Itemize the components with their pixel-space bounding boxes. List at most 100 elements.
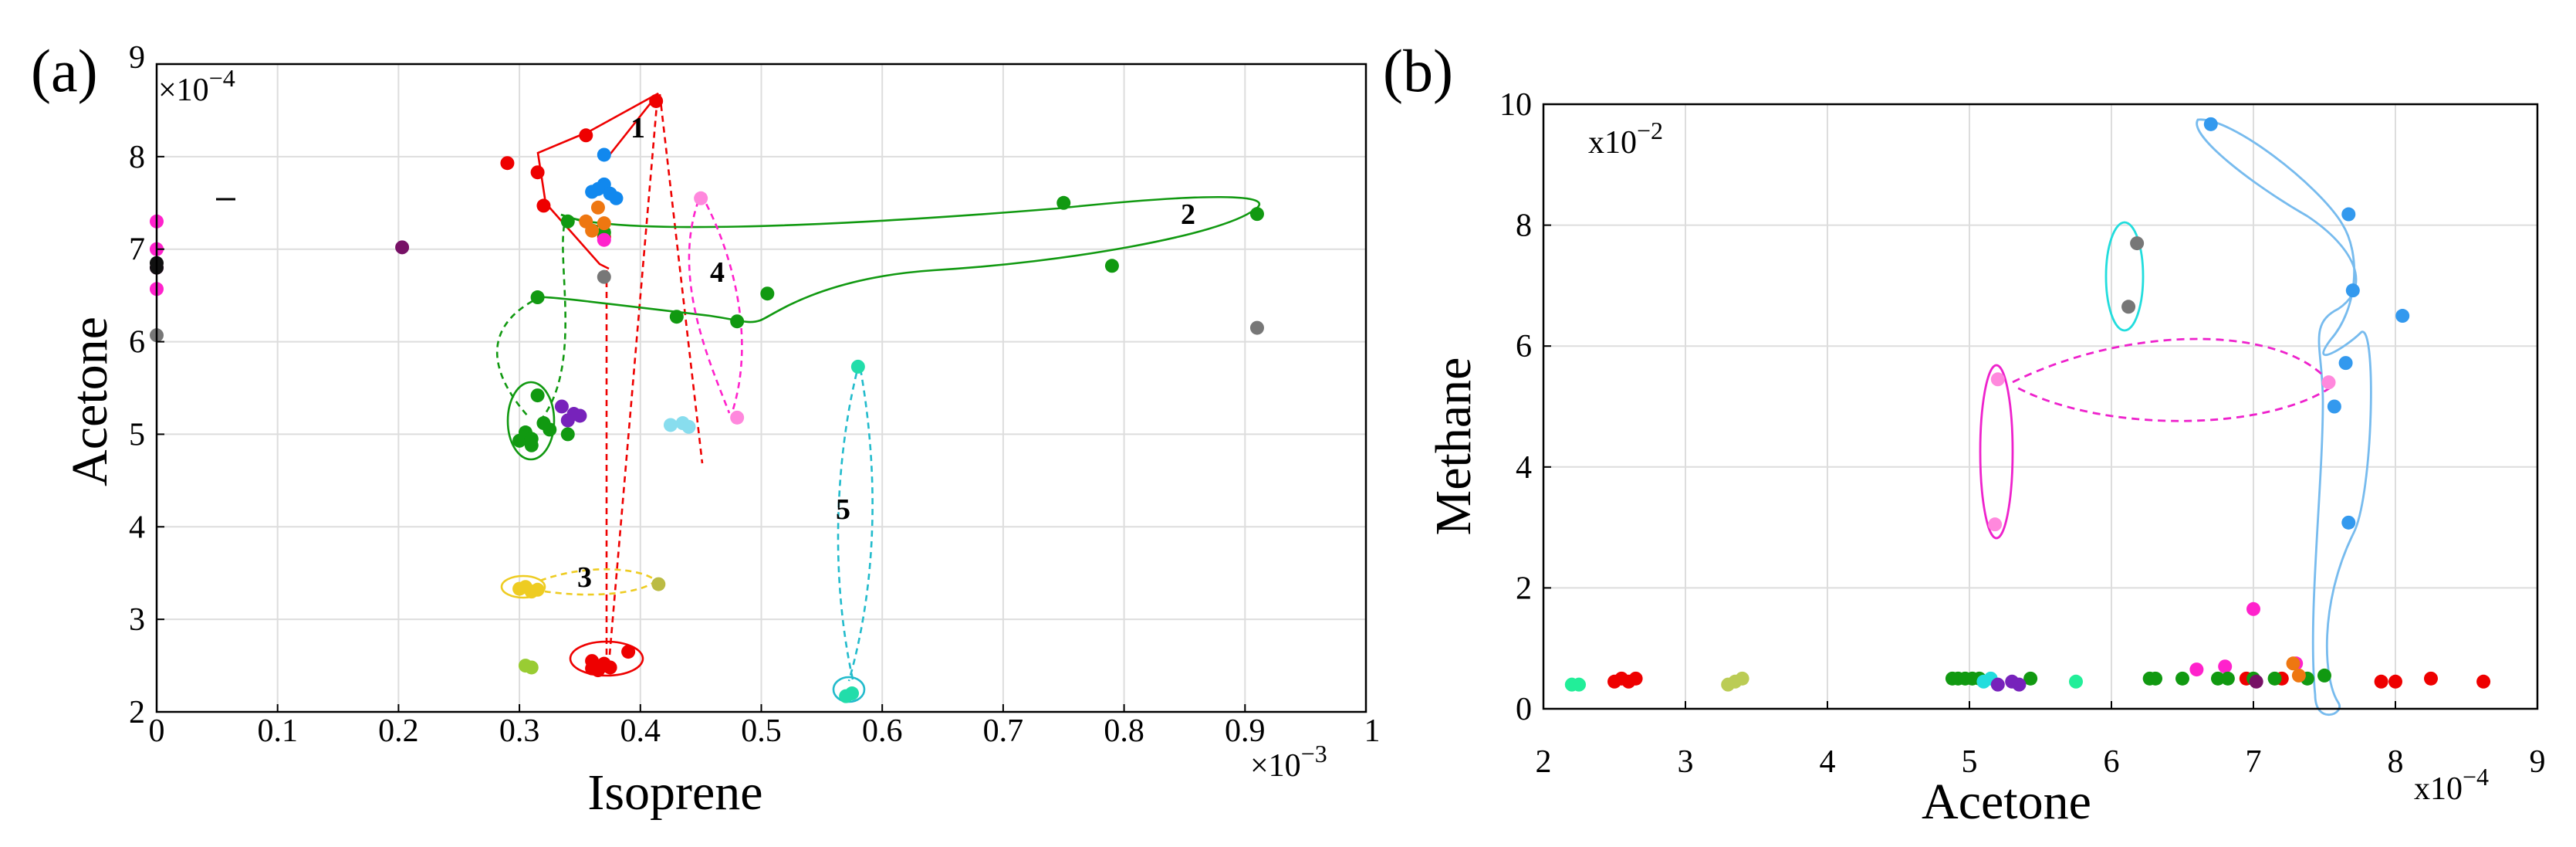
data-point	[2069, 674, 2083, 689]
x-tick-label: 2	[1536, 744, 1552, 780]
grid-a	[156, 64, 1366, 713]
x-multiplier-b: x10−4	[2414, 763, 2489, 807]
magenta-dashed-4a	[688, 200, 731, 414]
trajectory-label-4: 4	[710, 256, 725, 289]
trajectory-label-2: 2	[1181, 198, 1195, 231]
data-point	[2246, 601, 2260, 616]
data-point	[839, 689, 854, 703]
x-tick-label: 0.8	[1104, 713, 1144, 749]
trajectory-label-1: 1	[630, 112, 645, 144]
gray-cluster-ellipse	[2104, 221, 2145, 332]
series-gray	[150, 269, 1264, 343]
data-point	[694, 191, 708, 205]
data-point	[597, 232, 611, 247]
data-point	[2012, 677, 2027, 692]
magenta-dashed-lower	[2013, 385, 2331, 422]
data-point	[621, 645, 636, 659]
data-point	[2321, 375, 2336, 390]
data-point	[2341, 515, 2356, 530]
trajectory-annotations-b	[1979, 118, 2372, 717]
data-point	[500, 156, 515, 171]
trajectory-annotations-a	[495, 92, 1260, 703]
series-lightcyan	[663, 416, 696, 434]
series-magenta	[2189, 601, 2304, 677]
series-magenta	[150, 214, 611, 296]
data-point	[585, 223, 600, 238]
data-point	[2291, 668, 2306, 683]
data-point	[1104, 259, 1119, 273]
green-dashed-1	[495, 300, 533, 418]
plot-frame-b	[1542, 103, 2539, 710]
series-orange	[579, 200, 611, 238]
data-point	[609, 191, 624, 205]
data-point	[2338, 356, 2353, 371]
data-point	[760, 286, 775, 301]
x-axis-label-b: Acetone	[1922, 774, 2091, 830]
series-darkpurple	[2249, 674, 2263, 689]
data-point	[543, 422, 557, 437]
data-point	[2374, 674, 2388, 689]
ticks-a: 0 0.1 0.2 0.3 0.4 0.5 0.6 0.7 0.8 0.9 2 3 4 5 6 7 8 1 9	[129, 40, 1381, 749]
data-point	[554, 399, 569, 414]
y-axis-label-b: Methane	[1425, 357, 1482, 536]
yellow-dashed-3	[539, 568, 658, 596]
data-point	[590, 181, 605, 196]
data-point	[1056, 195, 1071, 210]
green-loop-2	[535, 195, 1260, 324]
x-tick-label: 0.1	[257, 713, 298, 749]
red-arrow-up	[608, 96, 659, 656]
x-tick-label: 0.4	[620, 713, 661, 749]
data-point	[2220, 671, 2235, 686]
y-multiplier-a: ×10−4	[158, 64, 235, 108]
points-b	[1564, 117, 2491, 692]
y-tick-label: 4	[129, 510, 145, 545]
y-tick-label: 7	[129, 232, 145, 268]
trajectory-label-3: 3	[577, 561, 592, 594]
series-darkpurple	[395, 240, 410, 255]
data-point	[1735, 671, 1749, 686]
x-tick-label: 7	[2246, 744, 2262, 780]
series-yellowgreen	[1721, 671, 1749, 692]
y-tick-label: 5	[129, 417, 145, 452]
yellow-cluster-ellipse	[500, 574, 546, 599]
data-point	[524, 660, 539, 675]
y-tick-label: 10	[1499, 87, 1532, 123]
data-point	[850, 359, 865, 374]
data-point	[1628, 671, 1643, 686]
data-point	[560, 427, 575, 442]
cyan-dashed-5a	[837, 366, 860, 680]
data-point	[524, 432, 539, 446]
x-multiplier-a: ×10−3	[1250, 740, 1327, 784]
data-point	[536, 198, 551, 213]
data-point	[669, 310, 684, 324]
x-tick-label: 0.6	[862, 713, 903, 749]
data-point	[530, 165, 545, 180]
data-point	[2130, 236, 2145, 251]
data-point	[1988, 517, 2003, 532]
y-tick-label: 2	[1516, 571, 1532, 606]
x-tick-label: 8	[2388, 744, 2404, 780]
data-point	[2345, 283, 2360, 298]
data-point	[2189, 662, 2204, 677]
data-point	[2341, 207, 2356, 222]
y-multiplier-b: x10−2	[1588, 117, 1663, 161]
x-tick-label: 9	[2530, 744, 2546, 780]
grid-b	[1543, 103, 2538, 710]
y-tick-label: 6	[129, 325, 145, 361]
data-point	[1249, 320, 1264, 335]
data-point	[603, 660, 617, 675]
x-tick-label: 0	[149, 713, 165, 749]
series-gray	[2121, 236, 2145, 314]
data-point	[590, 200, 605, 215]
data-point	[2286, 656, 2300, 671]
data-point	[597, 269, 611, 284]
data-point	[2388, 674, 2402, 689]
series-purple	[554, 399, 587, 428]
data-point	[2395, 309, 2410, 324]
series-yellow	[512, 580, 545, 599]
x-axis-label-a: Isoprene	[587, 764, 762, 821]
series-green	[512, 195, 1264, 452]
y-tick-label: 8	[129, 140, 145, 175]
